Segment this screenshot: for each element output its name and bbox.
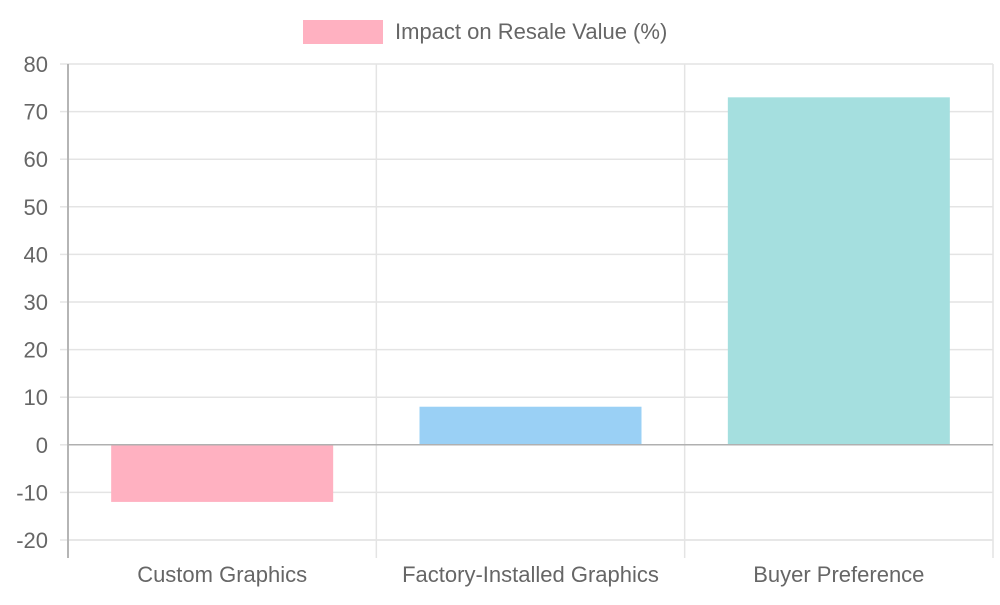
y-tick-label: 10: [24, 385, 48, 410]
legend-label[interactable]: Impact on Resale Value (%): [395, 19, 667, 44]
bar[interactable]: [727, 97, 950, 445]
y-tick-label: 20: [24, 338, 48, 363]
y-axis-tick-labels: 80 70 60 50 40 30 20 10 0 -10 -20: [16, 52, 48, 553]
bar[interactable]: [111, 444, 334, 502]
y-tick-label: -10: [16, 480, 48, 505]
x-tick-label: Factory-Installed Graphics: [402, 562, 659, 587]
y-tick-label: -20: [16, 528, 48, 553]
y-tick-label: 70: [24, 100, 48, 125]
x-tick-label: Buyer Preference: [753, 562, 924, 587]
bar[interactable]: [419, 406, 642, 445]
x-tick-label: Custom Graphics: [137, 562, 307, 587]
axes: [67, 64, 993, 558]
y-tick-label: 40: [24, 242, 48, 267]
y-tick-label: 80: [24, 52, 48, 77]
y-tick-label: 60: [24, 147, 48, 172]
legend[interactable]: Impact on Resale Value (%): [303, 19, 667, 44]
y-tick-label: 30: [24, 290, 48, 315]
y-tick-label: 0: [36, 433, 48, 458]
x-axis-tick-labels: Custom Graphics Factory-Installed Graphic…: [137, 562, 924, 587]
legend-swatch[interactable]: [303, 20, 383, 44]
y-tick-label: 50: [24, 195, 48, 220]
bars: [68, 97, 993, 502]
